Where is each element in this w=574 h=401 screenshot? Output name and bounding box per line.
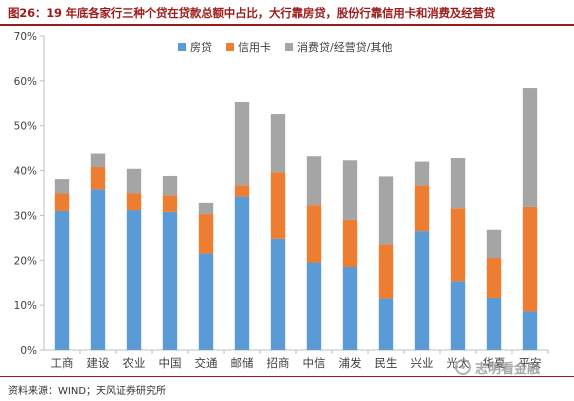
bar-segment-consumer-business-other	[54, 179, 70, 194]
x-tick-label: 邮储	[231, 356, 254, 370]
bar-segment-consumer-business-other	[450, 158, 466, 209]
bar-segment-credit-card	[486, 258, 502, 298]
bar-segment-credit-card	[450, 208, 466, 282]
figure-header: 图26：19 年底各家行三种个贷在贷款总额中占比，大行靠房贷，股份行靠信用卡和消…	[0, 0, 574, 26]
bar-segment-consumer-business-other	[486, 229, 502, 259]
x-tick-label: 交通	[195, 356, 218, 370]
legend-label: 房贷	[190, 40, 212, 54]
legend-label: 消费贷/经营贷/其他	[297, 40, 392, 54]
bar-segment-mortgage	[342, 267, 358, 350]
bar-segment-consumer-business-other	[342, 160, 358, 220]
x-tick-label: 农业	[123, 356, 146, 370]
x-tick-label: 中国	[159, 356, 182, 370]
y-tick-label: 40%	[14, 166, 37, 178]
bar-segment-credit-card	[126, 193, 142, 211]
bar-segment-credit-card	[234, 185, 250, 197]
bar-segment-consumer-business-other	[414, 161, 430, 186]
y-tick-label: 10%	[14, 300, 37, 312]
chart-axes	[40, 35, 549, 354]
bar-segment-mortgage	[450, 281, 466, 350]
bar-segment-consumer-business-other	[234, 101, 250, 186]
bar-segment-credit-card	[270, 172, 286, 239]
x-tick-label: 工商	[51, 356, 74, 370]
x-tick-label: 华夏	[483, 356, 506, 370]
bar-segment-mortgage	[414, 231, 430, 350]
y-tick-label: 60%	[14, 76, 37, 88]
bar-segment-mortgage	[162, 211, 178, 350]
bar-segment-credit-card	[90, 166, 106, 190]
chart-frame: 工商 建设 农业 中国 交通 邮储 招商 中信 浦发 民生 兴业 光大 华夏 平安 0% 10% 20% 30%…	[0, 26, 574, 376]
bar-segment-mortgage	[54, 210, 70, 350]
source-footer: 资料来源：WIND；天风证券研究所	[0, 376, 574, 401]
x-tick-label: 平安	[519, 356, 542, 370]
x-tick-label: 中信	[303, 356, 326, 370]
wechat-logo-icon	[455, 359, 471, 375]
bar-segment-credit-card	[306, 205, 322, 263]
y-tick-label: 30%	[14, 210, 37, 222]
legend-swatch	[226, 43, 234, 51]
bar-segment-consumer-business-other	[126, 168, 142, 194]
bar-segment-consumer-business-other	[522, 88, 538, 207]
x-tick-labels: 工商 建设 农业 中国 交通 邮储 招商 中信 浦发 民生 兴业 光大 华夏 平安	[51, 356, 542, 370]
y-tick-labels: 0% 10% 20% 30% 40% 50% 60% 70%	[14, 31, 37, 357]
bar-segment-consumer-business-other	[270, 114, 286, 173]
bar-segment-credit-card	[378, 244, 394, 299]
bar-segment-mortgage	[126, 210, 142, 350]
legend-swatch	[285, 43, 293, 51]
x-tick-label: 民生	[375, 356, 398, 370]
legend-swatch	[178, 43, 186, 51]
watermark-text: 志明看金融	[475, 361, 541, 377]
y-tick-label: 0%	[20, 345, 37, 357]
legend-label: 信用卡	[238, 41, 271, 54]
bar-segment-consumer-business-other	[90, 153, 106, 167]
x-tick-label: 招商	[267, 356, 290, 370]
bar-segment-consumer-business-other	[378, 176, 394, 245]
bar-segment-mortgage	[234, 196, 250, 350]
bar-segment-credit-card	[342, 219, 358, 268]
source-text: 资料来源：WIND；天风证券研究所	[8, 386, 167, 397]
figure-title: 图26：19 年底各家行三种个贷在贷款总额中占比，大行靠房贷，股份行靠信用卡和消…	[8, 6, 496, 20]
bar-segment-credit-card	[198, 214, 214, 254]
bar-segment-credit-card	[54, 193, 70, 211]
bar-segment-consumer-business-other	[198, 202, 214, 215]
bar-segment-mortgage	[270, 238, 286, 350]
x-tick-label: 浦发	[339, 356, 362, 370]
bar-segment-consumer-business-other	[162, 175, 178, 196]
bar-segment-credit-card	[414, 185, 430, 232]
bar-segment-mortgage	[90, 189, 106, 350]
y-tick-label: 70%	[14, 31, 37, 43]
bar-segment-mortgage	[306, 262, 322, 350]
stacked-bar-chart: 工商 建设 农业 中国 交通 邮储 招商 中信 浦发 民生 兴业 光大 华夏 平安 0% 10% 20% 30%…	[14, 31, 549, 370]
bar-segment-mortgage	[378, 298, 394, 350]
bar-segment-credit-card	[522, 206, 538, 312]
bar-segment-mortgage	[486, 297, 502, 350]
y-tick-label: 20%	[14, 255, 37, 267]
chart-legend: 房贷 信用卡 消费贷/经营贷/其他	[178, 40, 392, 54]
y-tick-label: 50%	[14, 121, 37, 133]
bar-segment-consumer-business-other	[306, 156, 322, 206]
bar-segment-mortgage	[198, 253, 214, 350]
chart-bars	[54, 88, 538, 350]
bar-segment-credit-card	[162, 195, 178, 212]
x-tick-label: 建设	[87, 356, 110, 370]
bar-segment-mortgage	[522, 311, 538, 350]
watermark: 志明看金融	[455, 356, 540, 378]
x-tick-label: 兴业	[411, 356, 434, 370]
